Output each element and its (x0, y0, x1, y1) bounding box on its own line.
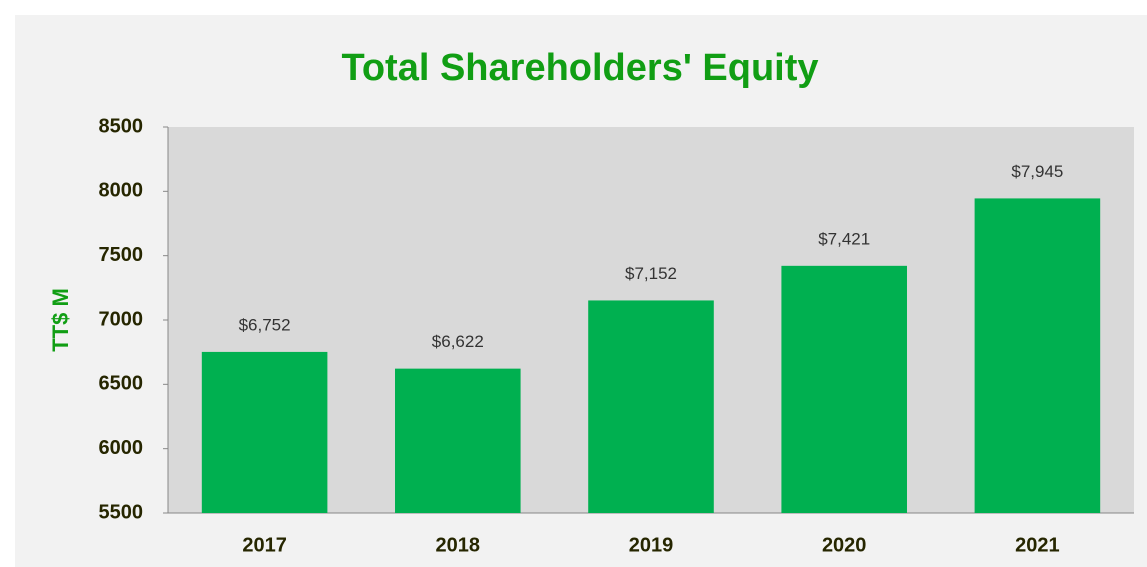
y-tick-label: 5500 (99, 501, 144, 523)
data-label: $7,421 (818, 229, 870, 248)
data-label: $6,622 (432, 332, 484, 351)
bar (201, 351, 328, 513)
y-tick-label: 7000 (99, 308, 144, 330)
x-tick-label: 2020 (822, 534, 867, 556)
x-tick-label: 2019 (629, 534, 674, 556)
x-tick-label: 2021 (1015, 534, 1060, 556)
y-tick-label: 6000 (99, 437, 144, 459)
y-tick-label: 7500 (99, 244, 144, 266)
y-axis-label: TT$ M (48, 288, 73, 352)
x-tick-label: 2017 (242, 534, 287, 556)
bar (588, 300, 714, 513)
data-label: $7,945 (1011, 162, 1063, 181)
y-tick-label: 8000 (99, 180, 144, 202)
chart-title: Total Shareholders' Equity (341, 47, 818, 89)
bar (395, 368, 521, 513)
bar (974, 198, 1101, 513)
y-tick-label: 6500 (99, 373, 144, 395)
y-tick-label: 8500 (99, 115, 144, 137)
x-tick-label: 2018 (436, 534, 481, 556)
data-label: $6,752 (239, 315, 291, 334)
bar (781, 265, 907, 513)
data-label: $7,152 (625, 264, 677, 283)
